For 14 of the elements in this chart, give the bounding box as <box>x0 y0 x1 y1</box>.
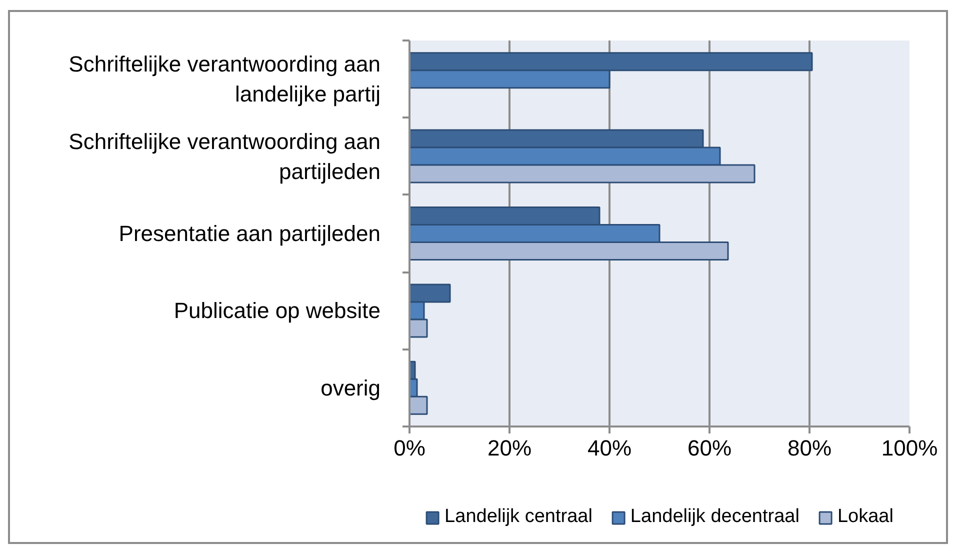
y-tick-label: Presentatie aan partijleden <box>118 221 380 246</box>
legend-label: Landelijk decentraal <box>630 506 800 528</box>
legend-label: Landelijk centraal <box>444 506 592 528</box>
x-tick-label: 0% <box>394 436 426 460</box>
x-tick-label: 60% <box>687 436 732 460</box>
y-tick-label: Schriftelijke verantwoording aan landelijke partij <box>68 52 381 107</box>
legend-label: Lokaal <box>837 506 894 528</box>
x-tick-label: 80% <box>787 436 832 460</box>
x-tick-label: 20% <box>487 436 532 460</box>
y-tick-label: overig <box>320 375 380 400</box>
y-tick-label: Schriftelijke verantwoording aan partijleden <box>68 128 381 184</box>
x-tick-label: 40% <box>587 436 632 460</box>
y-tick-label: Publicatie op website <box>174 298 381 324</box>
x-tick-label: 100% <box>881 436 938 460</box>
